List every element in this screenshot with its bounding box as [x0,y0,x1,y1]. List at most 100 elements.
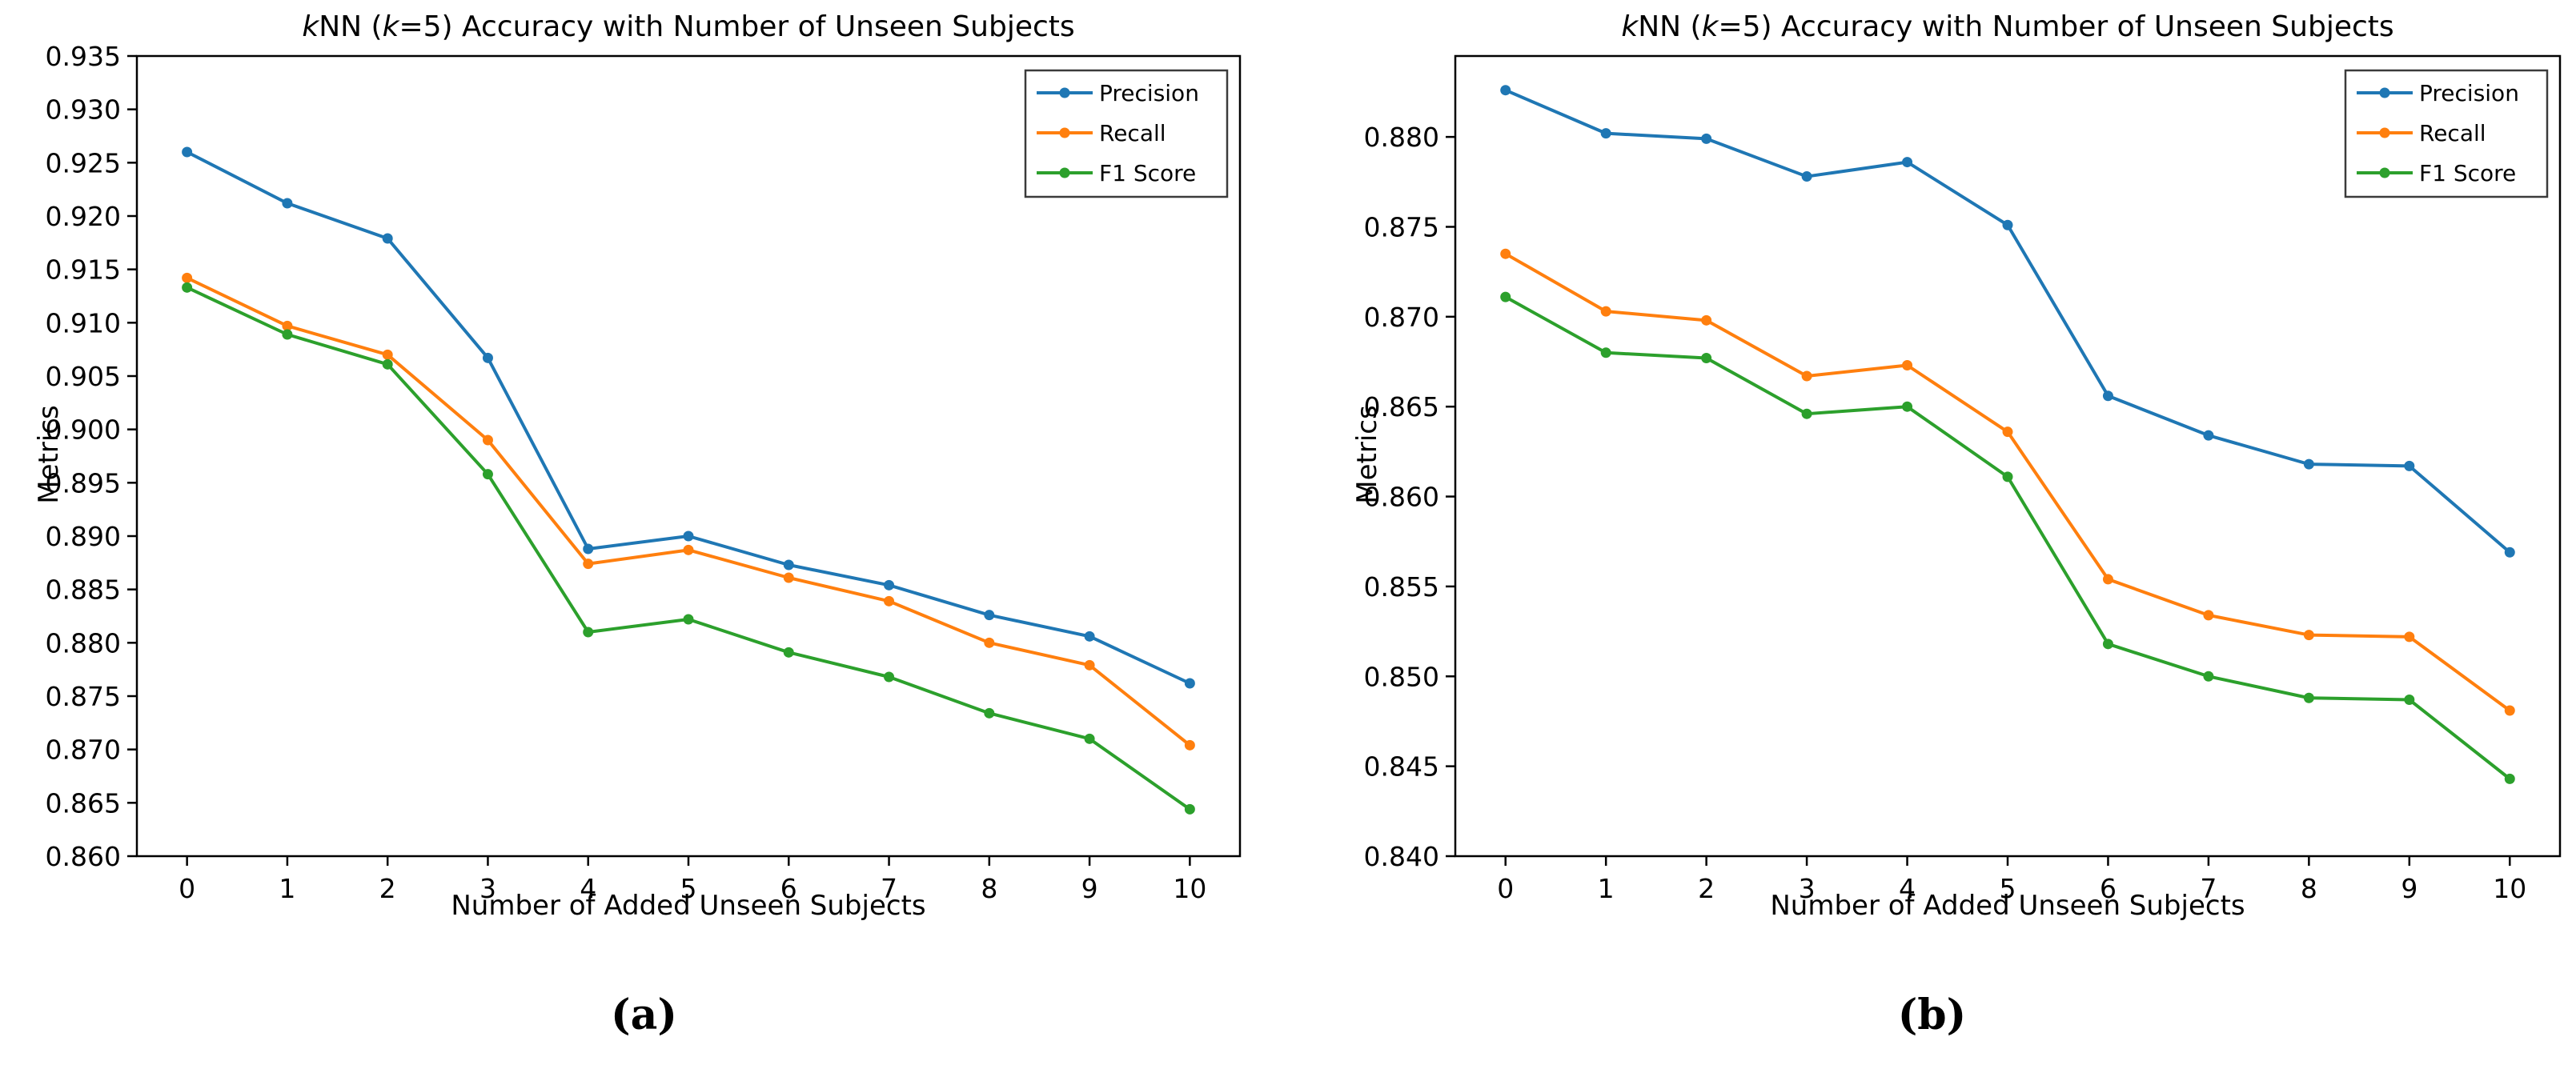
data-point [683,614,694,625]
y-tick-label: 0.900 [46,414,121,446]
y-tick-label: 0.870 [46,735,121,766]
legend-label: F1 Score [1099,160,1196,186]
legend-label: Recall [2419,120,2486,146]
y-tick-label: 0.880 [46,627,121,659]
y-tick-label: 0.930 [46,94,121,126]
chart-plot-area: 0.840 0.845 0.850 0.855 0.860 0.865 0.870 0.875… [1364,54,2562,904]
y-tick-label: 0.865 [46,787,121,819]
data-point [1902,360,1913,371]
legend-label: Precision [2419,80,2519,106]
data-point [282,320,293,331]
data-point [282,198,293,209]
data-point [382,233,393,244]
data-point [783,572,794,583]
y-tick-label: 0.875 [1364,211,1439,242]
data-point [2504,705,2515,716]
data-point [382,358,393,370]
y-tick-label: 0.935 [46,41,121,72]
x-tick-label: 7 [2200,873,2217,904]
data-point [1184,739,1195,751]
data-point [2504,547,2515,558]
y-tick-label: 0.860 [1364,482,1439,513]
legend-sample-marker [1059,167,1070,178]
data-point [884,671,895,683]
data-point [482,352,493,363]
x-tick-label: 3 [1799,873,1816,904]
panel-a: kNN (k=5) Accuracy with Number of Unseen… [33,10,1242,1039]
x-axis-label: Number of Added Unseen Subjects [1770,890,2245,922]
subfigure-caption-b: (b) [1897,991,1967,1039]
data-point [1902,401,1913,412]
x-tick-label: 5 [680,873,697,904]
axes-box [135,54,1242,858]
x-tick-label: 10 [1173,873,1206,904]
x-tick-label: 7 [881,873,897,904]
data-point [482,434,493,446]
data-point [1084,659,1095,671]
y-tick-label: 0.875 [46,681,121,712]
data-point [1701,353,1712,364]
data-point [2102,639,2113,650]
data-point [884,595,895,607]
legend-label: F1 Score [2419,160,2516,186]
chart-title: kNN (k=5) Accuracy with Number of Unseen… [1621,10,2394,43]
subfigure-caption-a: (a) [611,991,677,1039]
x-tick-label: 8 [981,873,997,904]
data-point [1500,291,1511,302]
data-point [1801,171,1812,182]
data-point [2102,390,2113,402]
y-tick-label: 0.855 [1364,571,1439,603]
data-point [182,282,193,293]
data-point [1184,803,1195,815]
axes-box [1454,54,2562,858]
data-point [182,272,193,283]
x-tick-label: 5 [2000,873,2016,904]
data-point [984,637,995,648]
chart-plot-area: 0.860 0.865 0.870 0.875 0.880 0.885 0.890 0.895… [46,41,1242,904]
y-tick-label: 0.895 [46,467,121,498]
x-tick-label: 10 [2493,873,2526,904]
legend-sample-marker [2379,87,2390,98]
data-point [2404,631,2415,643]
y-tick-label: 0.880 [1364,122,1439,153]
y-tick-label: 0.910 [46,307,121,338]
data-point [1084,631,1095,642]
x-tick-label: 0 [179,873,195,904]
x-tick-label: 2 [1698,873,1715,904]
data-point [783,559,794,571]
data-point [1801,408,1812,419]
data-point [1500,85,1511,96]
x-tick-label: 8 [2301,873,2317,904]
x-tick-label: 3 [479,873,496,904]
x-tick-label: 1 [279,873,295,904]
data-point [2002,471,2013,482]
series-line-recall [1504,252,2511,712]
data-point [382,349,393,360]
y-tick-label: 0.890 [46,521,121,552]
data-point [1902,157,1913,168]
data-point [2404,694,2415,705]
legend-label: Precision [1099,80,1199,106]
data-point [1184,678,1195,689]
data-point [2002,426,2013,438]
data-point [2002,219,2013,230]
data-point [583,627,594,638]
data-point [783,647,794,658]
x-tick-label: 9 [2401,873,2418,904]
data-point [1600,347,1611,358]
data-point [182,146,193,158]
x-tick-label: 1 [1598,873,1615,904]
data-point [2404,460,2415,471]
data-point [2303,692,2314,703]
data-point [1600,306,1611,317]
legend-sample-marker [1059,127,1070,138]
legend-sample-marker [1059,87,1070,98]
y-tick-label: 0.865 [1364,391,1439,422]
data-point [984,707,995,719]
data-point [1500,248,1511,259]
data-point [984,610,995,621]
y-tick-label: 0.915 [46,254,121,286]
data-point [1084,733,1095,744]
data-point [1701,133,1712,144]
